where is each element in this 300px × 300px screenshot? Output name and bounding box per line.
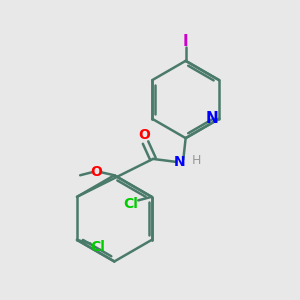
Text: O: O [138,128,150,142]
Text: Cl: Cl [123,197,138,211]
Text: I: I [183,34,188,49]
Text: Cl: Cl [90,240,105,254]
Text: N: N [205,111,218,126]
Text: O: O [91,165,102,179]
Text: N: N [174,155,185,169]
Text: H: H [191,154,201,167]
